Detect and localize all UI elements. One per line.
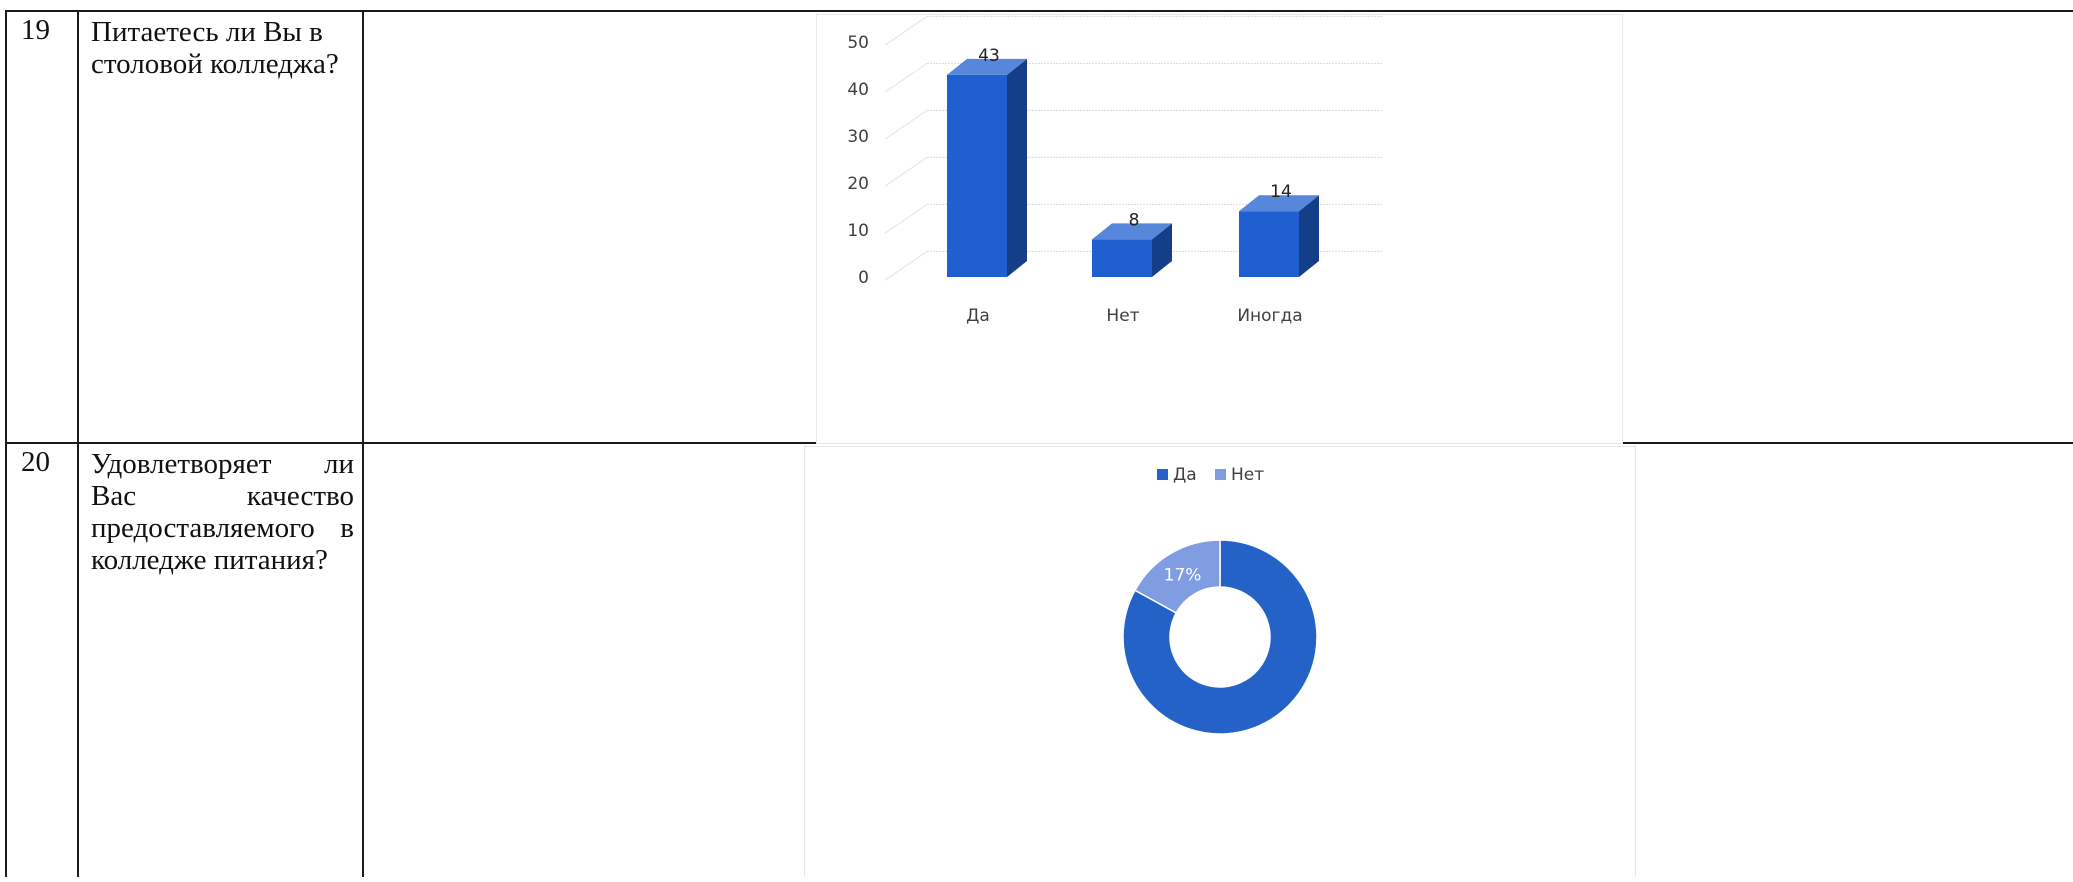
- legend-swatch: [1157, 469, 1168, 480]
- bar-2: [1092, 223, 1172, 277]
- chart-cell: Да Нет 83% 17%: [362, 442, 2073, 877]
- bar-front: [947, 74, 1007, 278]
- bar-1: [947, 58, 1027, 278]
- bar-3: [1239, 195, 1319, 277]
- data-label: 83%: [1252, 725, 1290, 745]
- bar-chart-frame: 0 10 20 30 40 50 43 Да 8 Нет 14 Иногда: [816, 14, 1623, 444]
- data-label: 8: [1129, 210, 1140, 230]
- row-number: 20: [5, 442, 79, 877]
- legend-label: Нет: [1231, 465, 1264, 485]
- bar-front: [1239, 211, 1299, 277]
- bar-front: [1092, 239, 1152, 277]
- y-tick-label: 20: [847, 174, 869, 194]
- gridline-side: [884, 15, 928, 46]
- doughnut-chart-frame: Да Нет 83% 17%: [804, 446, 1636, 877]
- bar-top: [1239, 195, 1319, 212]
- data-label: 14: [1270, 182, 1292, 202]
- y-tick-label: 0: [858, 268, 869, 288]
- gridline-side: [884, 250, 928, 281]
- bar-chart: 0 10 20 30 40 50 43 Да 8 Нет 14 Иногда: [847, 15, 1382, 326]
- bar-top: [1092, 223, 1172, 240]
- x-tick-label: Иногда: [1237, 306, 1302, 326]
- y-tick-label: 50: [847, 33, 869, 53]
- bar-side: [1007, 58, 1027, 278]
- gridline-side: [884, 109, 928, 140]
- survey-table: 19 Питаетесь ли Вы в столовой колледжа? …: [5, 10, 2073, 877]
- question-text: Питаетесь ли Вы в столовой колледжа?: [77, 10, 364, 444]
- legend: Да Нет: [1157, 465, 1264, 485]
- doughnut-chart: Да Нет 83% 17%: [1122, 465, 1318, 745]
- y-tick-label: 10: [847, 221, 869, 241]
- bar-top: [947, 58, 1027, 75]
- legend-label: Да: [1173, 465, 1197, 485]
- y-tick-label: 30: [847, 127, 869, 147]
- data-label: 17%: [1164, 566, 1202, 586]
- data-label: 43: [978, 46, 1000, 66]
- x-tick-label: Нет: [1106, 306, 1139, 326]
- chart-cell: 0 10 20 30 40 50 43 Да 8 Нет 14 Иногда: [362, 10, 2073, 444]
- gridline-side: [884, 62, 928, 93]
- gridline-side: [884, 156, 928, 187]
- legend-item: Да: [1157, 465, 1197, 485]
- legend-swatch: [1215, 469, 1226, 480]
- question-text: Удовлетворяет ли Вас качество предоставл…: [77, 442, 364, 877]
- bar-side: [1299, 195, 1319, 277]
- document-page: 19 Питаетесь ли Вы в столовой колледжа? …: [5, 10, 2073, 877]
- slice-1: [1122, 539, 1318, 735]
- slice-2: [1133, 539, 1221, 614]
- x-tick-label: Да: [966, 306, 990, 326]
- table-row: 19 Питаетесь ли Вы в столовой колледжа? …: [5, 10, 2073, 444]
- bar-side: [1152, 223, 1172, 277]
- gridline-side: [884, 203, 928, 234]
- legend-item: Нет: [1215, 465, 1264, 485]
- table-row: 20 Удовлетворяет ли Вас качество предост…: [5, 442, 2073, 877]
- row-number: 19: [5, 10, 79, 444]
- y-tick-label: 40: [847, 80, 869, 100]
